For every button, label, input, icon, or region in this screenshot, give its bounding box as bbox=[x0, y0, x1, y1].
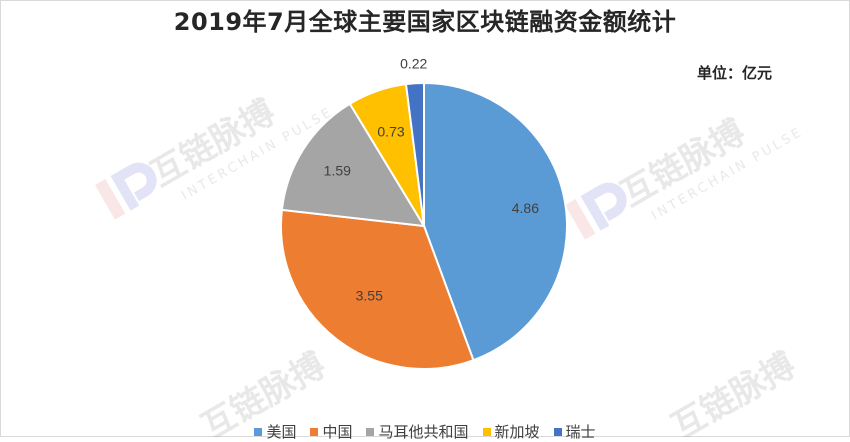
chart-legend: 美国 中国 马耳他共和国 新加坡 瑞士 bbox=[0, 421, 850, 442]
pie-slice-3 bbox=[280, 102, 426, 228]
legend-item-3: 马耳他共和国 bbox=[366, 421, 469, 442]
legend-item-5: 瑞士 bbox=[553, 421, 596, 442]
legend-label-5: 瑞士 bbox=[565, 423, 596, 441]
unit-label: 单位：亿元 bbox=[697, 64, 773, 82]
data-label-5: 0.22 bbox=[400, 55, 427, 71]
legend-swatch-2 bbox=[310, 427, 319, 436]
pie-slice-1 bbox=[423, 81, 568, 362]
legend-item-2: 中国 bbox=[310, 421, 352, 442]
data-label-2: 3.55 bbox=[356, 288, 383, 304]
data-label-4: 0.73 bbox=[377, 123, 404, 139]
legend-label-3: 马耳他共和国 bbox=[378, 423, 469, 441]
data-label-3: 1.59 bbox=[324, 162, 351, 178]
legend-swatch-4 bbox=[482, 427, 491, 436]
pie-slice-5 bbox=[404, 81, 425, 227]
legend-label-4: 新加坡 bbox=[494, 423, 540, 441]
legend-label-1: 美国 bbox=[266, 423, 297, 441]
data-label-1: 4.86 bbox=[512, 200, 539, 216]
legend-item-1: 美国 bbox=[254, 421, 296, 442]
legend-swatch-1 bbox=[254, 427, 263, 436]
legend-swatch-3 bbox=[366, 427, 375, 436]
pie-slice-2 bbox=[280, 208, 475, 370]
legend-label-2: 中国 bbox=[322, 423, 353, 441]
legend-item-4: 新加坡 bbox=[482, 421, 540, 442]
legend-swatch-5 bbox=[553, 427, 562, 436]
chart-title: 2019年7月全球主要国家区块链融资金额统计 bbox=[173, 8, 677, 36]
